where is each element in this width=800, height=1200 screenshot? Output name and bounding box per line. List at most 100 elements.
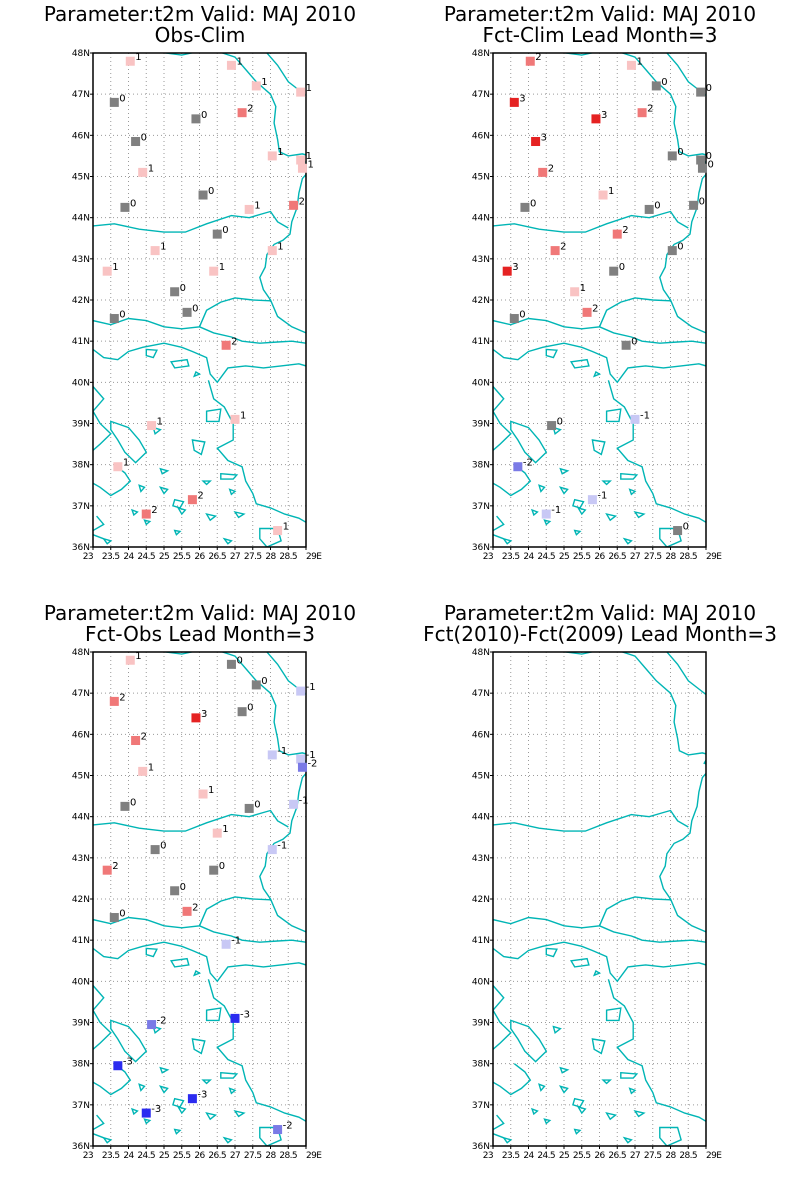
lat-tick-label: 38N [72, 461, 90, 471]
station-value-label: 0 [222, 225, 228, 236]
island-outline [501, 1136, 513, 1144]
map-panel-4: 36N 37N 38N 39N 40N 41N 42N 43N 44N 45N 46N 47N 48N 2… [472, 648, 723, 1161]
island-outline [220, 1071, 239, 1079]
lat-tick-label: 40N [72, 378, 90, 388]
station-value-label: 3 [512, 262, 518, 273]
panel-1-title-line2: Obs-Clim [154, 23, 246, 47]
island-outline [545, 348, 558, 359]
station-marker [696, 87, 706, 97]
coastline [659, 772, 706, 933]
island-outline [173, 1128, 182, 1135]
coastline [93, 896, 271, 929]
coastline [93, 1063, 132, 1096]
station-value-label: 0 [261, 676, 267, 687]
station-marker [697, 163, 707, 173]
island-outline [145, 348, 158, 359]
station-value-label: -1 [640, 410, 650, 421]
lat-tick-label: 38N [472, 1060, 490, 1070]
lon-tick-label: 27.5 [244, 552, 262, 562]
lat-tick-label: 42N [472, 895, 490, 905]
coastlines [493, 652, 706, 1146]
station-value-label: 1 [160, 242, 166, 253]
coastline [703, 758, 706, 765]
lon-tick-label: 27.5 [644, 1151, 662, 1161]
station-value-label: -1 [277, 841, 287, 852]
station-value-label: -1 [551, 505, 561, 516]
station-value-label: 0 [677, 242, 683, 253]
lon-tick-label: 23 [83, 552, 93, 562]
station-value-label: 1 [306, 83, 312, 94]
lat-tick-label: 44N [472, 214, 490, 224]
station-value-label: -1 [306, 682, 316, 693]
station-value-label: 1 [636, 56, 642, 67]
station-marker [267, 750, 277, 760]
station-marker [538, 167, 548, 177]
island-outline [576, 506, 587, 516]
coastline [207, 979, 306, 1122]
station-marker [626, 60, 636, 70]
station-marker [131, 137, 141, 147]
panel-4-title: Parameter:t2m Valid: MAJ 2010 Fct(2010)-… [400, 603, 800, 645]
station-marker [520, 202, 530, 212]
lon-tick-label: 25 [559, 552, 569, 562]
station-value-label: 1 [307, 159, 313, 170]
island-outline [620, 472, 639, 480]
station-marker [612, 229, 622, 239]
coastline [93, 534, 104, 540]
station-marker [212, 828, 222, 838]
island-outline [543, 1118, 552, 1125]
island-outline [530, 508, 539, 517]
lon-tick-label: 23.5 [102, 1151, 120, 1161]
island-outline [145, 947, 158, 958]
lon-tick-label: 23.5 [502, 1151, 520, 1161]
station-value-label: 1 [148, 762, 154, 773]
station-value-label: -1 [277, 746, 287, 757]
station-value-label: -3 [151, 1104, 161, 1115]
station-value-label: 2 [592, 303, 598, 314]
station-marker [147, 421, 157, 431]
station-marker [212, 229, 222, 239]
station-value-label: 3 [519, 93, 525, 104]
lon-tick-label: 24.5 [137, 1151, 155, 1161]
station-value-label: 1 [135, 651, 141, 662]
station-value-label: 1 [112, 262, 118, 273]
station-marker [509, 314, 519, 324]
lat-tick-label: 46N [472, 131, 490, 141]
station-value-label: 0 [706, 151, 712, 162]
island-outline [110, 420, 148, 464]
lon-tick-label: 26.5 [608, 1151, 626, 1161]
station-marker [673, 526, 683, 536]
station-value-label: -3 [240, 1009, 250, 1020]
station-marker [644, 204, 654, 214]
island-outline [173, 529, 182, 536]
lat-tick-label: 47N [472, 689, 490, 699]
coastline [93, 342, 306, 384]
lat-tick-label: 43N [72, 854, 90, 864]
lat-tick-label: 40N [472, 378, 490, 388]
lat-tick-label: 41N [72, 337, 90, 347]
station-marker [251, 680, 261, 690]
station-value-label: 0 [530, 198, 536, 209]
island-outline [633, 510, 646, 519]
island-outline [569, 957, 590, 968]
station-marker [109, 696, 119, 706]
island-outline [592, 969, 602, 977]
coastline [493, 809, 689, 832]
lon-tick-label: 28 [265, 552, 276, 562]
station-value-label: 0 [654, 200, 660, 211]
station-value-label: 2 [247, 104, 253, 115]
station-marker [667, 151, 677, 161]
station-value-label: 0 [519, 310, 525, 321]
station-value-label: -1 [306, 750, 316, 761]
panel-1-title: Parameter:t2m Valid: MAJ 2010 Obs-Clim [0, 4, 400, 46]
lat-tick-label: 41N [472, 936, 490, 946]
island-outline [573, 529, 582, 536]
island-outline [201, 480, 212, 486]
lat-tick-label: 47N [72, 90, 90, 100]
lat-tick-label: 43N [472, 854, 490, 864]
station-value-label: -2 [523, 458, 533, 469]
station-marker [209, 266, 219, 276]
island-outline [143, 519, 152, 526]
station-marker [230, 414, 240, 424]
station-value-label: 2 [560, 242, 566, 253]
